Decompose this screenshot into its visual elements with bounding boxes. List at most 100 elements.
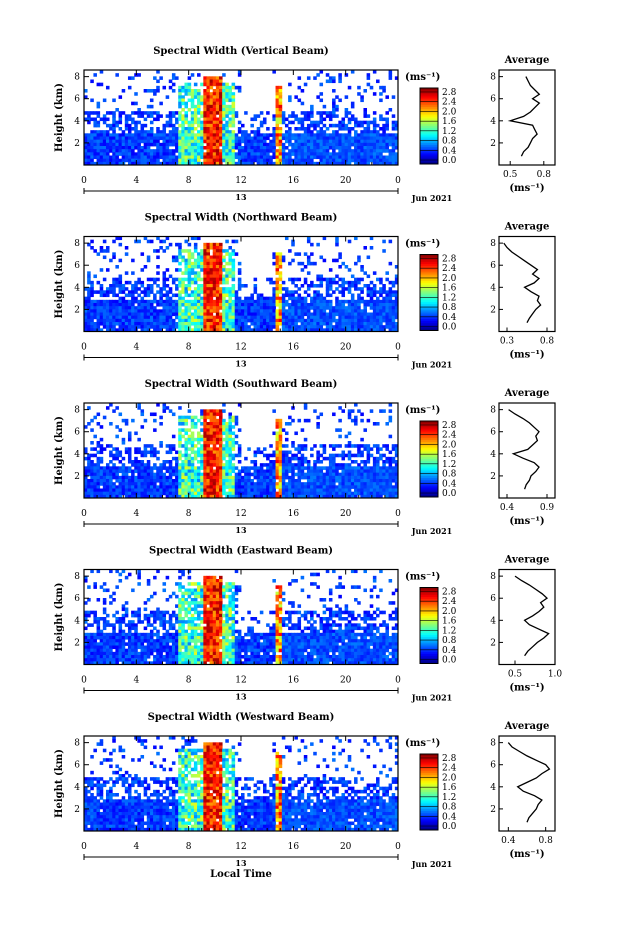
heatmap-cell bbox=[168, 274, 173, 279]
heatmap-cell bbox=[322, 306, 327, 310]
heatmap-cell bbox=[175, 450, 179, 455]
heatmap-cell bbox=[140, 466, 145, 470]
heatmap-cell bbox=[87, 114, 91, 118]
heatmap-cell bbox=[385, 469, 389, 474]
heatmap-cell bbox=[237, 485, 242, 489]
heatmap-cell bbox=[372, 303, 377, 307]
heatmap-cell bbox=[335, 466, 339, 470]
heatmap-cell bbox=[357, 299, 361, 304]
heatmap-cell bbox=[228, 488, 232, 493]
heatmap-cell bbox=[102, 306, 107, 310]
heatmap-cell bbox=[266, 277, 270, 282]
heatmap-cell bbox=[281, 460, 286, 464]
heatmap-cell bbox=[93, 303, 97, 307]
heatmap-cell bbox=[297, 146, 302, 150]
heatmap-cell bbox=[328, 293, 333, 298]
heatmap-cell bbox=[209, 111, 214, 115]
heatmap-cell bbox=[197, 303, 201, 307]
colorbar-segment bbox=[420, 158, 438, 161]
heatmap-cell bbox=[159, 114, 163, 118]
heatmap-cell bbox=[231, 475, 236, 480]
heatmap-cell bbox=[259, 312, 264, 317]
heatmap-cell bbox=[149, 290, 154, 294]
heatmap-cell bbox=[118, 306, 123, 310]
date-label: Jun 2021 bbox=[411, 193, 452, 203]
heatmap-cell bbox=[385, 447, 389, 451]
heatmap-cell bbox=[203, 139, 207, 144]
heatmap-cell bbox=[297, 155, 302, 160]
heatmap-cell bbox=[394, 309, 399, 313]
heatmap-cell bbox=[190, 136, 195, 141]
heatmap-cell bbox=[137, 315, 141, 320]
colorbar-frame bbox=[419, 87, 439, 165]
heatmap-cell bbox=[105, 142, 110, 147]
heatmap-cell bbox=[231, 488, 236, 493]
heatmap-cell bbox=[310, 280, 314, 285]
heatmap-cell bbox=[112, 277, 116, 282]
heatmap-cell bbox=[146, 239, 151, 244]
heatmap-cell bbox=[215, 299, 220, 304]
heatmap-cell bbox=[118, 309, 123, 313]
heatmap-cell bbox=[250, 309, 254, 313]
heatmap-cell bbox=[127, 315, 132, 320]
heatmap-cell bbox=[316, 466, 320, 470]
colorbar-segment bbox=[420, 107, 438, 110]
heatmap-cell bbox=[115, 293, 119, 298]
heatmap-cell bbox=[379, 299, 383, 304]
heatmap-cell bbox=[212, 418, 217, 423]
heatmap-cell bbox=[332, 447, 336, 451]
heatmap-cell bbox=[347, 485, 352, 489]
heatmap-cell bbox=[291, 152, 295, 156]
heatmap-cell bbox=[310, 472, 314, 477]
heatmap-cell bbox=[87, 287, 91, 291]
heatmap-cell bbox=[153, 472, 157, 477]
heatmap-cell bbox=[203, 299, 207, 304]
heatmap-cell bbox=[288, 312, 292, 317]
heatmap-cell bbox=[306, 117, 311, 122]
heatmap-cell bbox=[215, 456, 220, 461]
heatmap-cell bbox=[165, 120, 170, 125]
heatmap-cell bbox=[388, 309, 393, 313]
heatmap-cell bbox=[197, 312, 201, 317]
heatmap-cell bbox=[332, 412, 336, 417]
heatmap-cell bbox=[322, 309, 327, 313]
heatmap-cell bbox=[272, 287, 276, 291]
heatmap-cell bbox=[168, 466, 173, 470]
heatmap-cell bbox=[272, 293, 276, 298]
heatmap-cell bbox=[256, 475, 261, 480]
heatmap-cell bbox=[357, 306, 361, 310]
heatmap-cell bbox=[131, 120, 135, 125]
heatmap-cell bbox=[360, 296, 364, 301]
heatmap-cell bbox=[341, 469, 346, 474]
heatmap-cell bbox=[228, 412, 232, 417]
heatmap-cell bbox=[228, 161, 232, 166]
heatmap-cell bbox=[275, 265, 280, 269]
heatmap-cell bbox=[146, 444, 151, 448]
heatmap-cell bbox=[203, 412, 207, 417]
heatmap-cell bbox=[137, 460, 141, 464]
heatmap-cell bbox=[215, 437, 220, 442]
heatmap-cell bbox=[178, 139, 182, 144]
heatmap-cell bbox=[162, 479, 167, 483]
heatmap-cell bbox=[203, 425, 207, 429]
heatmap-cell bbox=[219, 255, 223, 260]
heatmap-cell bbox=[212, 149, 217, 153]
heatmap-cell bbox=[394, 315, 399, 320]
heatmap-cell bbox=[99, 161, 104, 166]
heatmap-cell bbox=[354, 479, 358, 483]
heatmap-cell bbox=[360, 133, 364, 137]
heatmap-cell bbox=[215, 149, 220, 153]
heatmap-cell bbox=[341, 479, 346, 483]
heatmap-cell bbox=[219, 280, 223, 285]
heatmap-cell bbox=[115, 479, 119, 483]
heatmap-cell bbox=[140, 450, 145, 455]
heatmap-cell bbox=[131, 322, 135, 326]
heatmap-cell bbox=[341, 328, 346, 332]
heatmap-cell bbox=[190, 318, 195, 323]
heatmap-cell bbox=[269, 312, 273, 317]
heatmap-cell bbox=[256, 146, 261, 150]
heatmap-cell bbox=[288, 98, 292, 103]
heatmap-cell bbox=[153, 280, 157, 285]
heatmap-cell bbox=[269, 158, 273, 163]
heatmap-cell bbox=[187, 441, 192, 445]
